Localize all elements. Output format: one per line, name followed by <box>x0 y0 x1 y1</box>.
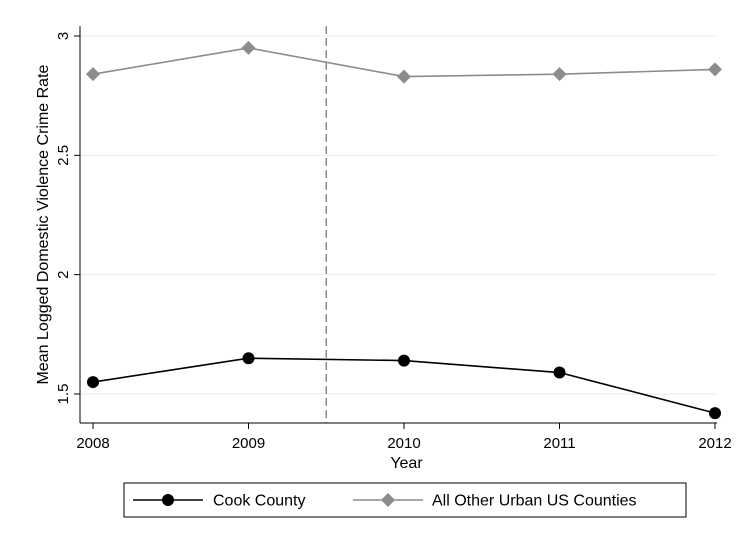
data-point <box>241 40 256 55</box>
data-point <box>709 407 721 420</box>
legend-label: Cook County <box>213 493 306 510</box>
x-tick-label: 2008 <box>76 435 109 452</box>
legend: Cook County All Other Urban US Counties <box>123 482 687 518</box>
y-tick-labels: 1.5 2 2.5 3 <box>55 32 80 405</box>
x-tick-label: 2010 <box>387 435 420 452</box>
legend-marker <box>162 494 174 506</box>
data-point <box>552 67 567 82</box>
data-point <box>398 354 410 367</box>
y-tick-label: 3 <box>55 32 72 40</box>
axes <box>79 26 717 424</box>
legend-entry: Cook County <box>133 493 306 510</box>
data-point <box>553 366 566 379</box>
data-point <box>87 376 99 389</box>
x-tick-label: 2012 <box>698 435 731 452</box>
x-tick-label: 2011 <box>543 435 575 452</box>
series-layer <box>86 40 722 420</box>
data-point <box>86 67 100 82</box>
data-point <box>397 69 411 84</box>
y-tick-label: 2 <box>55 270 72 278</box>
data-point <box>708 62 722 77</box>
series-0 <box>87 352 721 420</box>
y-axis-label: Mean Logged Domestic Violence Crime Rate <box>35 64 52 384</box>
y-tick-label: 2.5 <box>55 145 72 166</box>
series-1 <box>86 40 722 84</box>
data-point <box>242 352 255 365</box>
legend-label: All Other Urban US Counties <box>432 493 637 510</box>
x-tick-labels: 2008 2009 2010 2011 2012 <box>76 423 732 452</box>
x-tick-label: 2009 <box>232 435 265 452</box>
legend-marker <box>381 493 395 507</box>
x-axis-label: Year <box>390 455 423 472</box>
legend-entry: All Other Urban US Counties <box>353 493 637 510</box>
y-tick-label: 1.5 <box>55 384 72 405</box>
grid-lines <box>80 35 717 395</box>
